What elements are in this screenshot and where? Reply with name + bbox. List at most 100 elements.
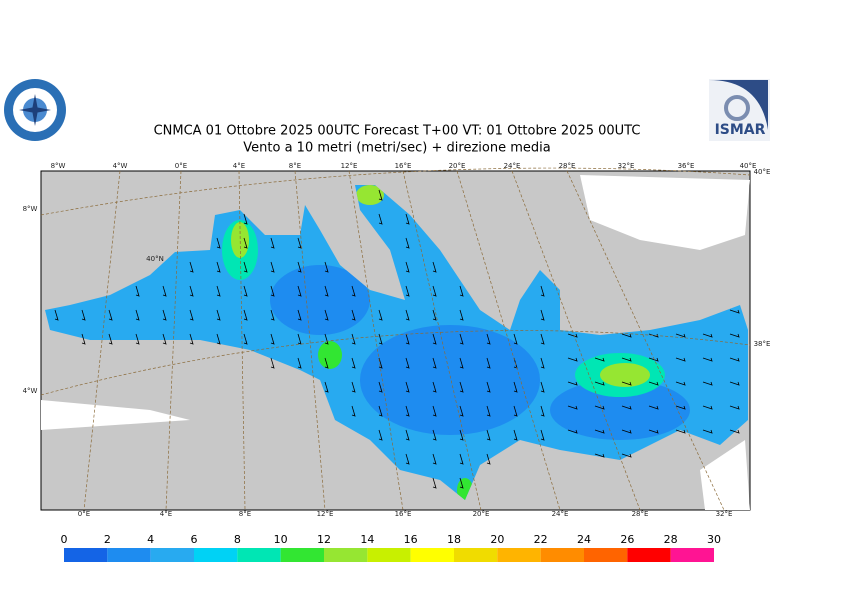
wind-arrow <box>135 309 140 321</box>
wind-arrow <box>270 285 275 297</box>
graticule-label: 0°E <box>78 510 90 518</box>
wind-arrow <box>405 405 410 417</box>
wind-arrow <box>486 357 491 369</box>
colorbar-label: 4 <box>147 533 154 546</box>
wind-arrow <box>621 453 632 458</box>
logo-text: ISMAR <box>715 122 766 138</box>
colorbar-bin <box>670 548 714 562</box>
colorbar-label: 28 <box>664 533 678 546</box>
colorbar-label: 6 <box>191 533 198 546</box>
graticule-label: 32°E <box>716 510 733 518</box>
colorbar-bin <box>280 548 324 562</box>
wind-arrow <box>594 381 605 386</box>
wind-arrow <box>162 309 167 321</box>
wind-arrow <box>432 477 437 489</box>
wind-arrow <box>81 333 86 345</box>
colorbar-bin <box>150 548 194 562</box>
wind-arrow <box>324 357 329 369</box>
graticule-label: 4°E <box>233 162 245 170</box>
wind-arrow <box>432 357 437 369</box>
wind-arrow <box>405 357 410 369</box>
colorbar-bin <box>64 548 108 562</box>
graticule-label: 16°E <box>395 162 412 170</box>
wind-arrow <box>324 309 329 321</box>
wind-arrow <box>324 261 329 273</box>
wind-arrow <box>675 429 686 434</box>
wind-arrow <box>567 429 578 434</box>
wind-arrow <box>432 405 437 417</box>
subtitle: Vento a 10 metri (metri/sec) + direzione… <box>243 141 550 156</box>
wind-arrow <box>594 453 605 458</box>
wind-arrow <box>243 213 248 225</box>
wind-arrow <box>729 333 740 338</box>
wind-arrow <box>270 333 275 345</box>
graticule-label: 36°E <box>678 162 695 170</box>
graticule-label: 0°E <box>175 162 187 170</box>
wind-arrow <box>486 405 491 417</box>
title: CNMCA 01 Ottobre 2025 00UTC Forecast T+0… <box>154 124 641 139</box>
wind-arrow <box>459 429 464 441</box>
graticule-label: 4°W <box>113 162 128 170</box>
wind-arrow <box>243 333 248 345</box>
wind-arrow <box>459 309 464 321</box>
wind-arrow <box>243 309 248 321</box>
wind-arrow <box>459 357 464 369</box>
wind-arrow <box>594 405 605 410</box>
wind-arrow <box>729 429 740 434</box>
graticule-label: 20°E <box>473 510 490 518</box>
colorbar-bin <box>540 548 584 562</box>
graticule-label: 24°E <box>504 162 521 170</box>
wind-arrow <box>567 333 578 338</box>
colorbar-label: 24 <box>577 533 591 546</box>
wind-arrow <box>540 285 545 297</box>
colorbar-bin <box>237 548 281 562</box>
colorbar-bin <box>454 548 498 562</box>
wind-arrow <box>216 309 221 321</box>
wind-arrow <box>540 429 545 441</box>
wind-arrow <box>216 285 221 297</box>
wind-arrow <box>567 357 578 362</box>
wind-arrow <box>405 381 410 393</box>
wind-arrow <box>189 285 194 297</box>
wind-arrow <box>297 261 302 273</box>
wind-arrow <box>459 333 464 345</box>
wind-arrow <box>675 333 686 338</box>
colorbar-bin <box>627 548 671 562</box>
colorbar-label: 2 <box>104 533 111 546</box>
colorbar-label: 12 <box>317 533 331 546</box>
graticule-labels: 8°W 4°W 0°E 4°E 8°E 12°E 16°E 20°E 24°E 28°E 32°E 3… <box>23 162 771 518</box>
wind-arrow <box>432 285 437 297</box>
left-logo <box>4 79 66 141</box>
wind-field <box>222 185 690 500</box>
wind-arrow <box>108 309 113 321</box>
wind-arrow <box>648 333 659 338</box>
wind-arrow <box>270 309 275 321</box>
wind-arrow <box>162 285 167 297</box>
wind-arrow <box>486 333 491 345</box>
wind-arrows <box>54 189 740 489</box>
graticule-label: 4°E <box>160 510 172 518</box>
colorbar-bin <box>497 548 541 562</box>
wind-arrow <box>486 381 491 393</box>
graticule-label: 16°E <box>395 510 412 518</box>
wind-arrow <box>702 405 713 410</box>
wind-arrow <box>378 333 383 345</box>
wind-arrow <box>594 357 605 362</box>
colorbar-label: 16 <box>404 533 418 546</box>
wind-arrow <box>270 237 275 249</box>
wind-arrow <box>324 333 329 345</box>
wind-arrow <box>432 261 437 273</box>
wind-arrow <box>675 357 686 362</box>
wind-arrow <box>243 285 248 297</box>
graticule-label: 8°E <box>239 510 251 518</box>
wind-arrow <box>270 357 275 369</box>
graticule-label: 12°E <box>341 162 358 170</box>
wind-arrow <box>351 405 356 417</box>
wind-arrow <box>405 309 410 321</box>
wind-arrow <box>729 405 740 410</box>
colorbar-label: 22 <box>534 533 548 546</box>
graticule-label: 4°W <box>23 387 38 395</box>
wind-arrow <box>324 285 329 297</box>
wind-arrow <box>540 333 545 345</box>
